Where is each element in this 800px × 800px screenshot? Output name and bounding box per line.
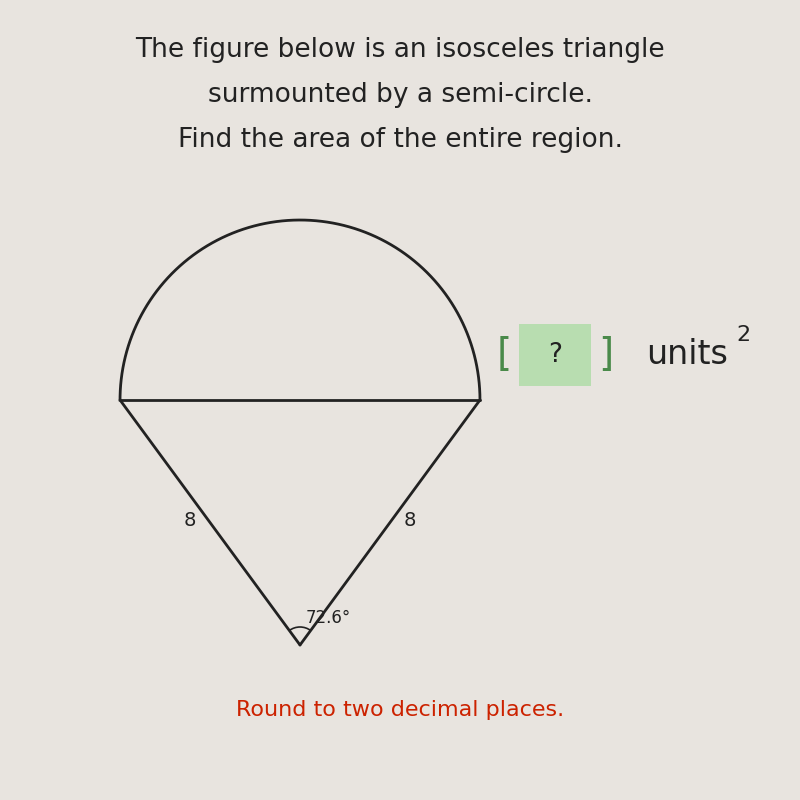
Text: 8: 8 — [404, 511, 416, 530]
Text: The figure below is an isosceles triangle: The figure below is an isosceles triangl… — [135, 37, 665, 63]
Text: 72.6°: 72.6° — [306, 609, 351, 627]
Text: 2: 2 — [736, 325, 750, 345]
Text: Find the area of the entire region.: Find the area of the entire region. — [178, 127, 622, 153]
Text: surmounted by a semi-circle.: surmounted by a semi-circle. — [207, 82, 593, 108]
Text: ]: ] — [598, 336, 614, 374]
FancyBboxPatch shape — [519, 324, 591, 386]
Text: ?: ? — [548, 342, 562, 368]
Text: 8: 8 — [184, 511, 196, 530]
Text: [: [ — [497, 336, 512, 374]
Text: Round to two decimal places.: Round to two decimal places. — [236, 700, 564, 720]
Text: units: units — [646, 338, 728, 371]
